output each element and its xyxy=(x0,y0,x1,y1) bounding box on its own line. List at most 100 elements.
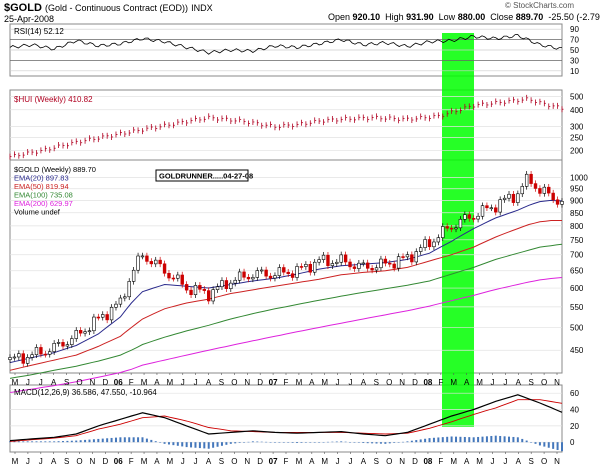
candle-body xyxy=(30,354,34,358)
candle-body xyxy=(198,285,202,290)
x-axis-label: A xyxy=(206,378,212,387)
macd-histogram-bar xyxy=(494,435,497,443)
macd-histogram-bar xyxy=(393,442,396,443)
price-tick-label: 700 xyxy=(570,251,584,260)
macd-histogram-bar xyxy=(450,436,453,443)
candle-body xyxy=(542,186,547,194)
x-axis-label: F xyxy=(438,457,443,466)
candle-body xyxy=(8,357,12,360)
macd-histogram-bar xyxy=(101,438,104,443)
macd-histogram-bar xyxy=(234,442,237,444)
macd-tick-label: 40 xyxy=(570,406,579,415)
candle-body xyxy=(87,330,92,333)
candle-body xyxy=(445,226,449,229)
candle-body xyxy=(233,279,237,284)
x-axis-label: S xyxy=(374,457,379,466)
x-axis-label: D xyxy=(102,457,108,466)
macd-histogram-bar xyxy=(145,438,148,443)
macd-histogram-bar xyxy=(397,442,400,443)
macd-histogram-bar xyxy=(128,437,131,443)
candle-body xyxy=(21,353,25,364)
x-axis-label: O xyxy=(541,378,547,387)
candle-body xyxy=(184,284,189,291)
candle-body xyxy=(189,289,193,296)
macd-histogram-bar xyxy=(516,437,519,443)
macd-histogram-bar xyxy=(322,442,325,443)
macd-histogram-bar xyxy=(419,439,422,443)
candle-body xyxy=(277,267,282,276)
x-axis-label: A xyxy=(154,457,160,466)
high-label: High xyxy=(385,12,404,22)
macd-histogram-bar xyxy=(326,441,329,443)
macd-histogram-bar xyxy=(556,442,559,451)
candle-body xyxy=(533,183,538,189)
price-panel-frame xyxy=(9,159,563,374)
x-axis-label: J xyxy=(181,457,185,466)
candle-body xyxy=(516,193,520,203)
macd-histogram-bar xyxy=(437,437,440,443)
candle-body xyxy=(370,268,374,271)
macd-tick-label: 20 xyxy=(570,422,579,431)
macd-histogram-bar xyxy=(525,440,528,443)
ema50-line xyxy=(9,220,562,371)
x-axis-label: J xyxy=(503,378,507,387)
x-axis-label: A xyxy=(464,457,470,466)
macd-histogram-bar xyxy=(340,441,343,443)
candle-body xyxy=(361,262,365,265)
macd-histogram-bar xyxy=(424,438,427,443)
candle-body xyxy=(321,254,326,260)
price-legend-entry: Volume undef xyxy=(14,208,61,217)
chart-date: 25-Apr-2008 xyxy=(4,14,55,24)
macd-histogram-bar xyxy=(185,442,188,448)
macd-histogram-bar xyxy=(455,436,458,443)
macd-histogram-bar xyxy=(212,442,215,448)
macd-histogram-bar xyxy=(366,442,369,444)
macd-histogram-bar xyxy=(181,442,184,447)
candle-body xyxy=(414,251,418,263)
candle-body xyxy=(215,286,220,290)
x-axis-label: 08 xyxy=(423,378,432,387)
x-axis-label: M xyxy=(450,378,457,387)
x-axis-label: J xyxy=(336,378,340,387)
candle-body xyxy=(374,267,379,271)
x-axis-label: F xyxy=(284,457,289,466)
macd-histogram-bar xyxy=(176,442,179,446)
candle-body xyxy=(379,258,383,269)
candle-body xyxy=(131,269,136,282)
macd-histogram-bar xyxy=(446,436,449,443)
x-axis-label: J xyxy=(503,457,507,466)
macd-histogram-bar xyxy=(344,441,347,443)
open-value: 920.10 xyxy=(352,12,381,22)
x-axis-label: A xyxy=(309,457,315,466)
candle-body xyxy=(171,277,176,280)
candle-body xyxy=(480,205,485,217)
x-axis-label: A xyxy=(51,457,57,466)
macd-histogram-bar xyxy=(463,436,466,443)
macd-histogram-bar xyxy=(163,442,166,444)
macd-histogram-bar xyxy=(123,437,126,443)
macd-histogram-bar xyxy=(481,436,484,443)
candle-body xyxy=(313,261,317,273)
x-axis-label: M xyxy=(12,457,19,466)
candle-body xyxy=(105,314,109,321)
x-axis-label: J xyxy=(194,378,198,387)
candle-body xyxy=(180,274,184,285)
hui-tick-label: 300 xyxy=(570,123,584,132)
hui-tick-label: 250 xyxy=(570,133,584,142)
candle-body xyxy=(140,255,145,258)
x-axis-label: N xyxy=(90,378,96,387)
candle-body xyxy=(551,192,555,201)
macd-histogram-bar xyxy=(66,440,69,443)
candle-body xyxy=(547,186,551,194)
macd-histogram-bar xyxy=(353,442,356,443)
macd-histogram-bar xyxy=(508,436,511,443)
ema100-line xyxy=(9,243,563,379)
candle-body xyxy=(471,218,476,220)
macd-histogram-bar xyxy=(220,442,223,446)
candle-body xyxy=(123,296,127,299)
close-label: Close xyxy=(490,12,514,22)
macd-histogram-bar xyxy=(203,442,206,449)
candle-body xyxy=(476,215,480,220)
macd-histogram-bar xyxy=(141,437,144,443)
candle-body xyxy=(158,259,162,265)
